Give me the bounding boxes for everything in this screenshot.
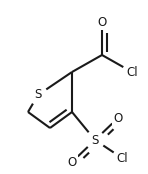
Text: Cl: Cl (126, 65, 138, 78)
Text: Cl: Cl (116, 152, 128, 164)
Text: S: S (91, 133, 99, 147)
Text: O: O (113, 112, 123, 125)
Text: O: O (67, 156, 77, 168)
Text: S: S (34, 89, 42, 101)
Text: O: O (97, 15, 107, 29)
